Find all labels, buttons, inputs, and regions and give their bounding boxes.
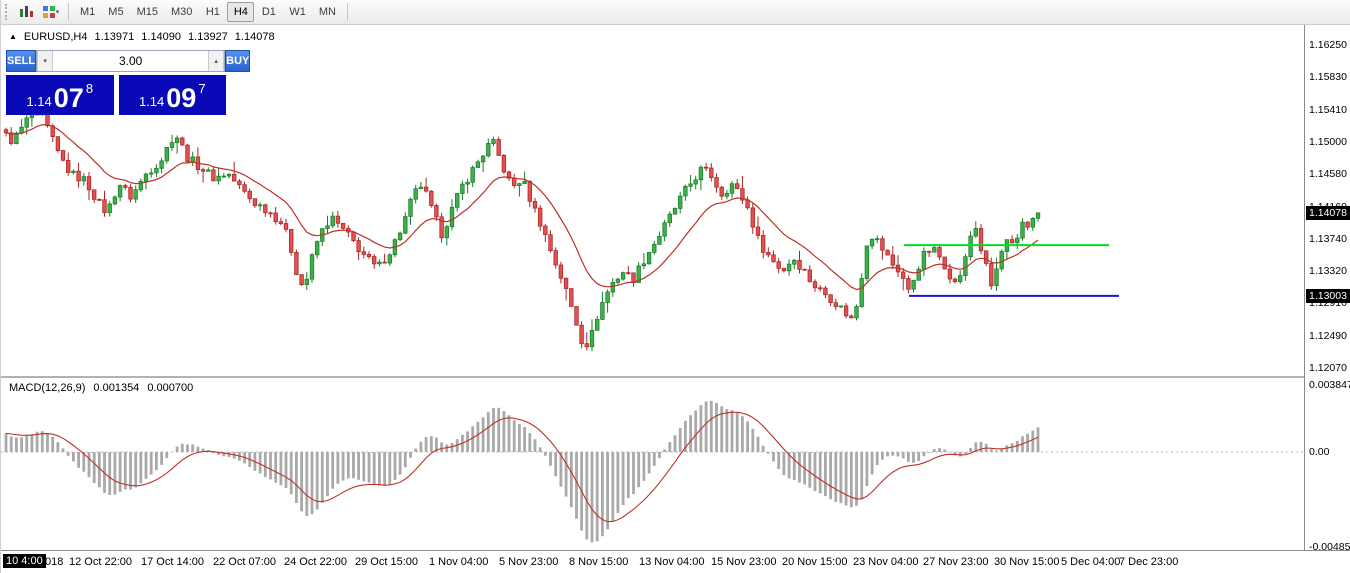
macd-axis-label: 0.00 [1309,446,1330,458]
time-axis-label: 12 Oct 22:00 [69,556,132,568]
sell-price-pip-digit: 8 [85,81,94,96]
time-axis-label: 1 Nov 04:00 [429,556,489,568]
one-click-trading-panel: SELL ▾ ▴ BUY 1.14 07 8 1.14 09 7 [6,50,251,115]
panel-splitter[interactable] [1,376,1350,378]
price-axis-label: 1.12490 [1309,330,1347,342]
price-axis-label: 1.15830 [1309,71,1347,83]
timeframe-buttons: M1 M5 M15 M30 H1 H4 D1 W1 MN [74,2,342,22]
chart-ohlc-header: ▲ EURUSD,H4 1.13971 1.14090 1.13927 1.14… [9,31,275,43]
time-axis-label: 7 Dec 23:00 [1119,556,1179,568]
moving-average-line [5,124,1039,291]
timeframe-toolbar: ▾ M1 M5 M15 M30 H1 H4 D1 W1 MN [1,0,1350,25]
partial-year-label: 018 [45,556,64,568]
toolbar-separator [68,3,69,21]
time-axis-label: 24 Oct 22:00 [284,556,347,568]
sell-button[interactable]: SELL [6,50,37,72]
buy-price-pip-digit: 7 [198,81,206,96]
low-value: 1.13927 [188,31,228,43]
time-axis[interactable]: 10 4:00 018 12 Oct 22:00 17 Oct 14:00 22 O… [1,550,1350,573]
time-cursor-badge: 10 4:00 [3,554,46,568]
close-value: 1.14078 [234,31,275,43]
chart-bars-icon[interactable] [15,2,39,22]
objects-icon[interactable]: ▾ [39,2,63,22]
objects-icon-glyph [42,6,55,18]
macd-header: MACD(12,26,9) 0.001354 0.000700 [9,382,193,394]
price-axis[interactable]: 1.14078 1.13003 1.16250 1.15830 1.15410 1.1… [1304,25,1350,553]
price-axis-label: 1.14580 [1309,168,1347,180]
level-price-badge: 1.13003 [1306,289,1350,303]
macd-axis-label: 0.003847 [1309,379,1350,391]
timeframe-h1[interactable]: H1 [199,2,226,22]
time-axis-label: 22 Oct 07:00 [213,556,276,568]
price-axis-label: 1.13740 [1309,233,1347,245]
macd-histogram [4,400,1040,543]
trade-controls-row: SELL ▾ ▴ BUY [6,50,251,72]
macd-value-2: 0.000700 [147,382,194,394]
time-axis-label: 29 Oct 15:00 [355,556,418,568]
volume-input[interactable] [53,51,209,71]
high-value: 1.14090 [141,31,182,43]
buy-button[interactable]: BUY [225,50,251,72]
volume-decrease-button[interactable]: ▾ [37,51,54,71]
time-axis-label: 13 Nov 04:00 [639,556,705,568]
candles [3,102,1041,352]
price-axis-label: 1.16250 [1309,39,1347,51]
open-value: 1.13971 [94,31,135,43]
price-axis-label: 1.15410 [1309,104,1347,116]
volume-control: ▾ ▴ [36,50,226,72]
timeframe-m5[interactable]: M5 [102,2,129,22]
time-axis-label: 23 Nov 04:00 [853,556,919,568]
timeframe-m1[interactable]: M1 [74,2,101,22]
current-price-badge: 1.14078 [1306,206,1350,220]
sell-price-tile[interactable]: 1.14 07 8 [6,75,114,115]
chart-bars-icon-glyph [20,6,33,17]
trade-prices-row: 1.14 07 8 1.14 09 7 [6,75,226,115]
time-axis-label: 15 Nov 23:00 [711,556,777,568]
price-axis-label: 1.15000 [1309,136,1347,148]
time-axis-label: 5 Nov 23:00 [499,556,559,568]
macd-chart[interactable] [1,378,1304,550]
macd-value-1: 0.001354 [93,382,140,394]
symbol-timeframe-label: EURUSD,H4 [23,31,88,43]
buy-price-big-digits: 09 [166,83,197,114]
time-axis-label: 20 Nov 15:00 [782,556,848,568]
price-axis-label: 1.13320 [1309,265,1347,277]
time-axis-label: 27 Nov 23:00 [923,556,989,568]
toolbar-separator [346,3,348,21]
price-axis-label: 1.12070 [1309,362,1347,374]
sell-price-prefix: 1.14 [26,94,52,109]
time-axis-label: 17 Oct 14:00 [141,556,204,568]
toolbar-grip[interactable] [5,4,11,20]
buy-price-prefix: 1.14 [138,94,165,109]
timeframe-mn[interactable]: MN [313,2,342,22]
macd-title: MACD(12,26,9) [9,382,86,394]
macd-signal-line [5,411,1039,523]
volume-increase-button[interactable]: ▴ [208,51,225,71]
dropdown-caret-icon: ▾ [55,9,60,16]
timeframe-h4[interactable]: H4 [227,2,255,22]
timeframe-m30[interactable]: M30 [165,2,198,22]
buy-price-tile[interactable]: 1.14 09 7 [118,75,226,115]
symbol-marker-icon: ▲ [9,32,17,41]
timeframe-w1[interactable]: W1 [283,2,312,22]
time-axis-label: 30 Nov 15:00 [994,556,1060,568]
time-axis-label: 5 Dec 04:00 [1061,556,1121,568]
timeframe-m15[interactable]: M15 [131,2,164,22]
sell-price-big-digits: 07 [53,83,84,114]
time-axis-label: 8 Nov 15:00 [569,556,629,568]
timeframe-d1[interactable]: D1 [255,2,282,22]
